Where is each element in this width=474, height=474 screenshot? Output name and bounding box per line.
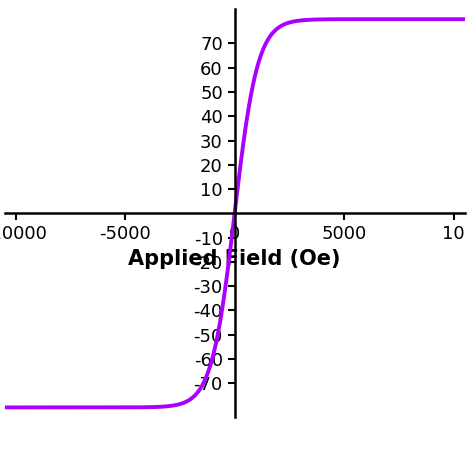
X-axis label: Applied Field (Oe): Applied Field (Oe) [128, 249, 341, 269]
